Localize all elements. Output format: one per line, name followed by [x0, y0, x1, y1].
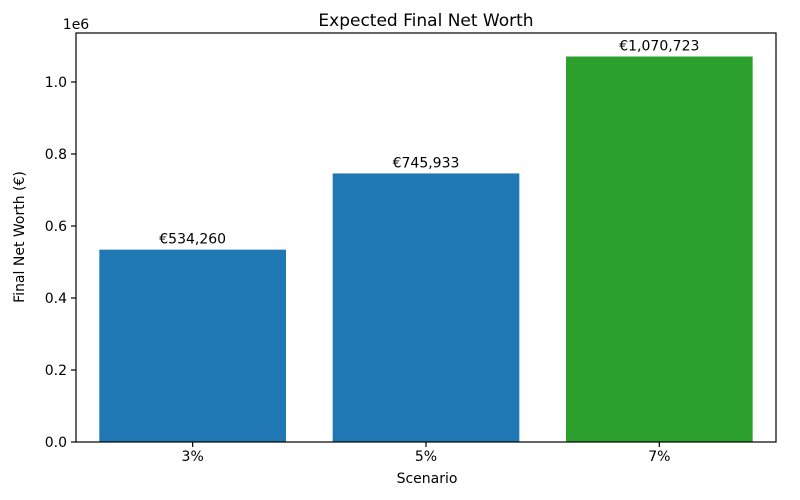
bar-value-label: €745,933: [393, 155, 460, 171]
y-tick-label: 0.4: [45, 291, 67, 307]
x-tick-label: 3%: [182, 449, 204, 465]
chart-title: Expected Final Net Worth: [318, 11, 533, 31]
bar: [99, 249, 286, 442]
bars-group: €534,260 €745,933 €1,070,723: [99, 39, 753, 443]
x-tick-label: 7%: [648, 449, 670, 465]
x-axis-ticks: 3% 5% 7%: [182, 442, 670, 465]
bar: [332, 173, 520, 442]
bar-value-label: €1,070,723: [619, 39, 699, 55]
y-tick-label: 0.2: [45, 363, 67, 379]
bar-value-label: €534,260: [159, 232, 226, 248]
y-tick-label: 1.0: [45, 75, 67, 91]
x-tick-label: 5%: [415, 449, 437, 465]
y-tick-label: 0.8: [45, 147, 67, 163]
y-tick-label: 0.6: [45, 219, 67, 235]
x-axis-label: Scenario: [397, 471, 458, 487]
y-tick-label: 0.0: [45, 435, 67, 451]
y-axis-label: Final Net Worth (€): [12, 171, 28, 303]
axes-spines: [75, 32, 777, 443]
y-axis-ticks: 0.0 0.2 0.4 0.6 0.8 1.0: [45, 75, 76, 451]
bar: [566, 56, 753, 443]
y-axis-offset-label: 1e6: [63, 17, 90, 33]
